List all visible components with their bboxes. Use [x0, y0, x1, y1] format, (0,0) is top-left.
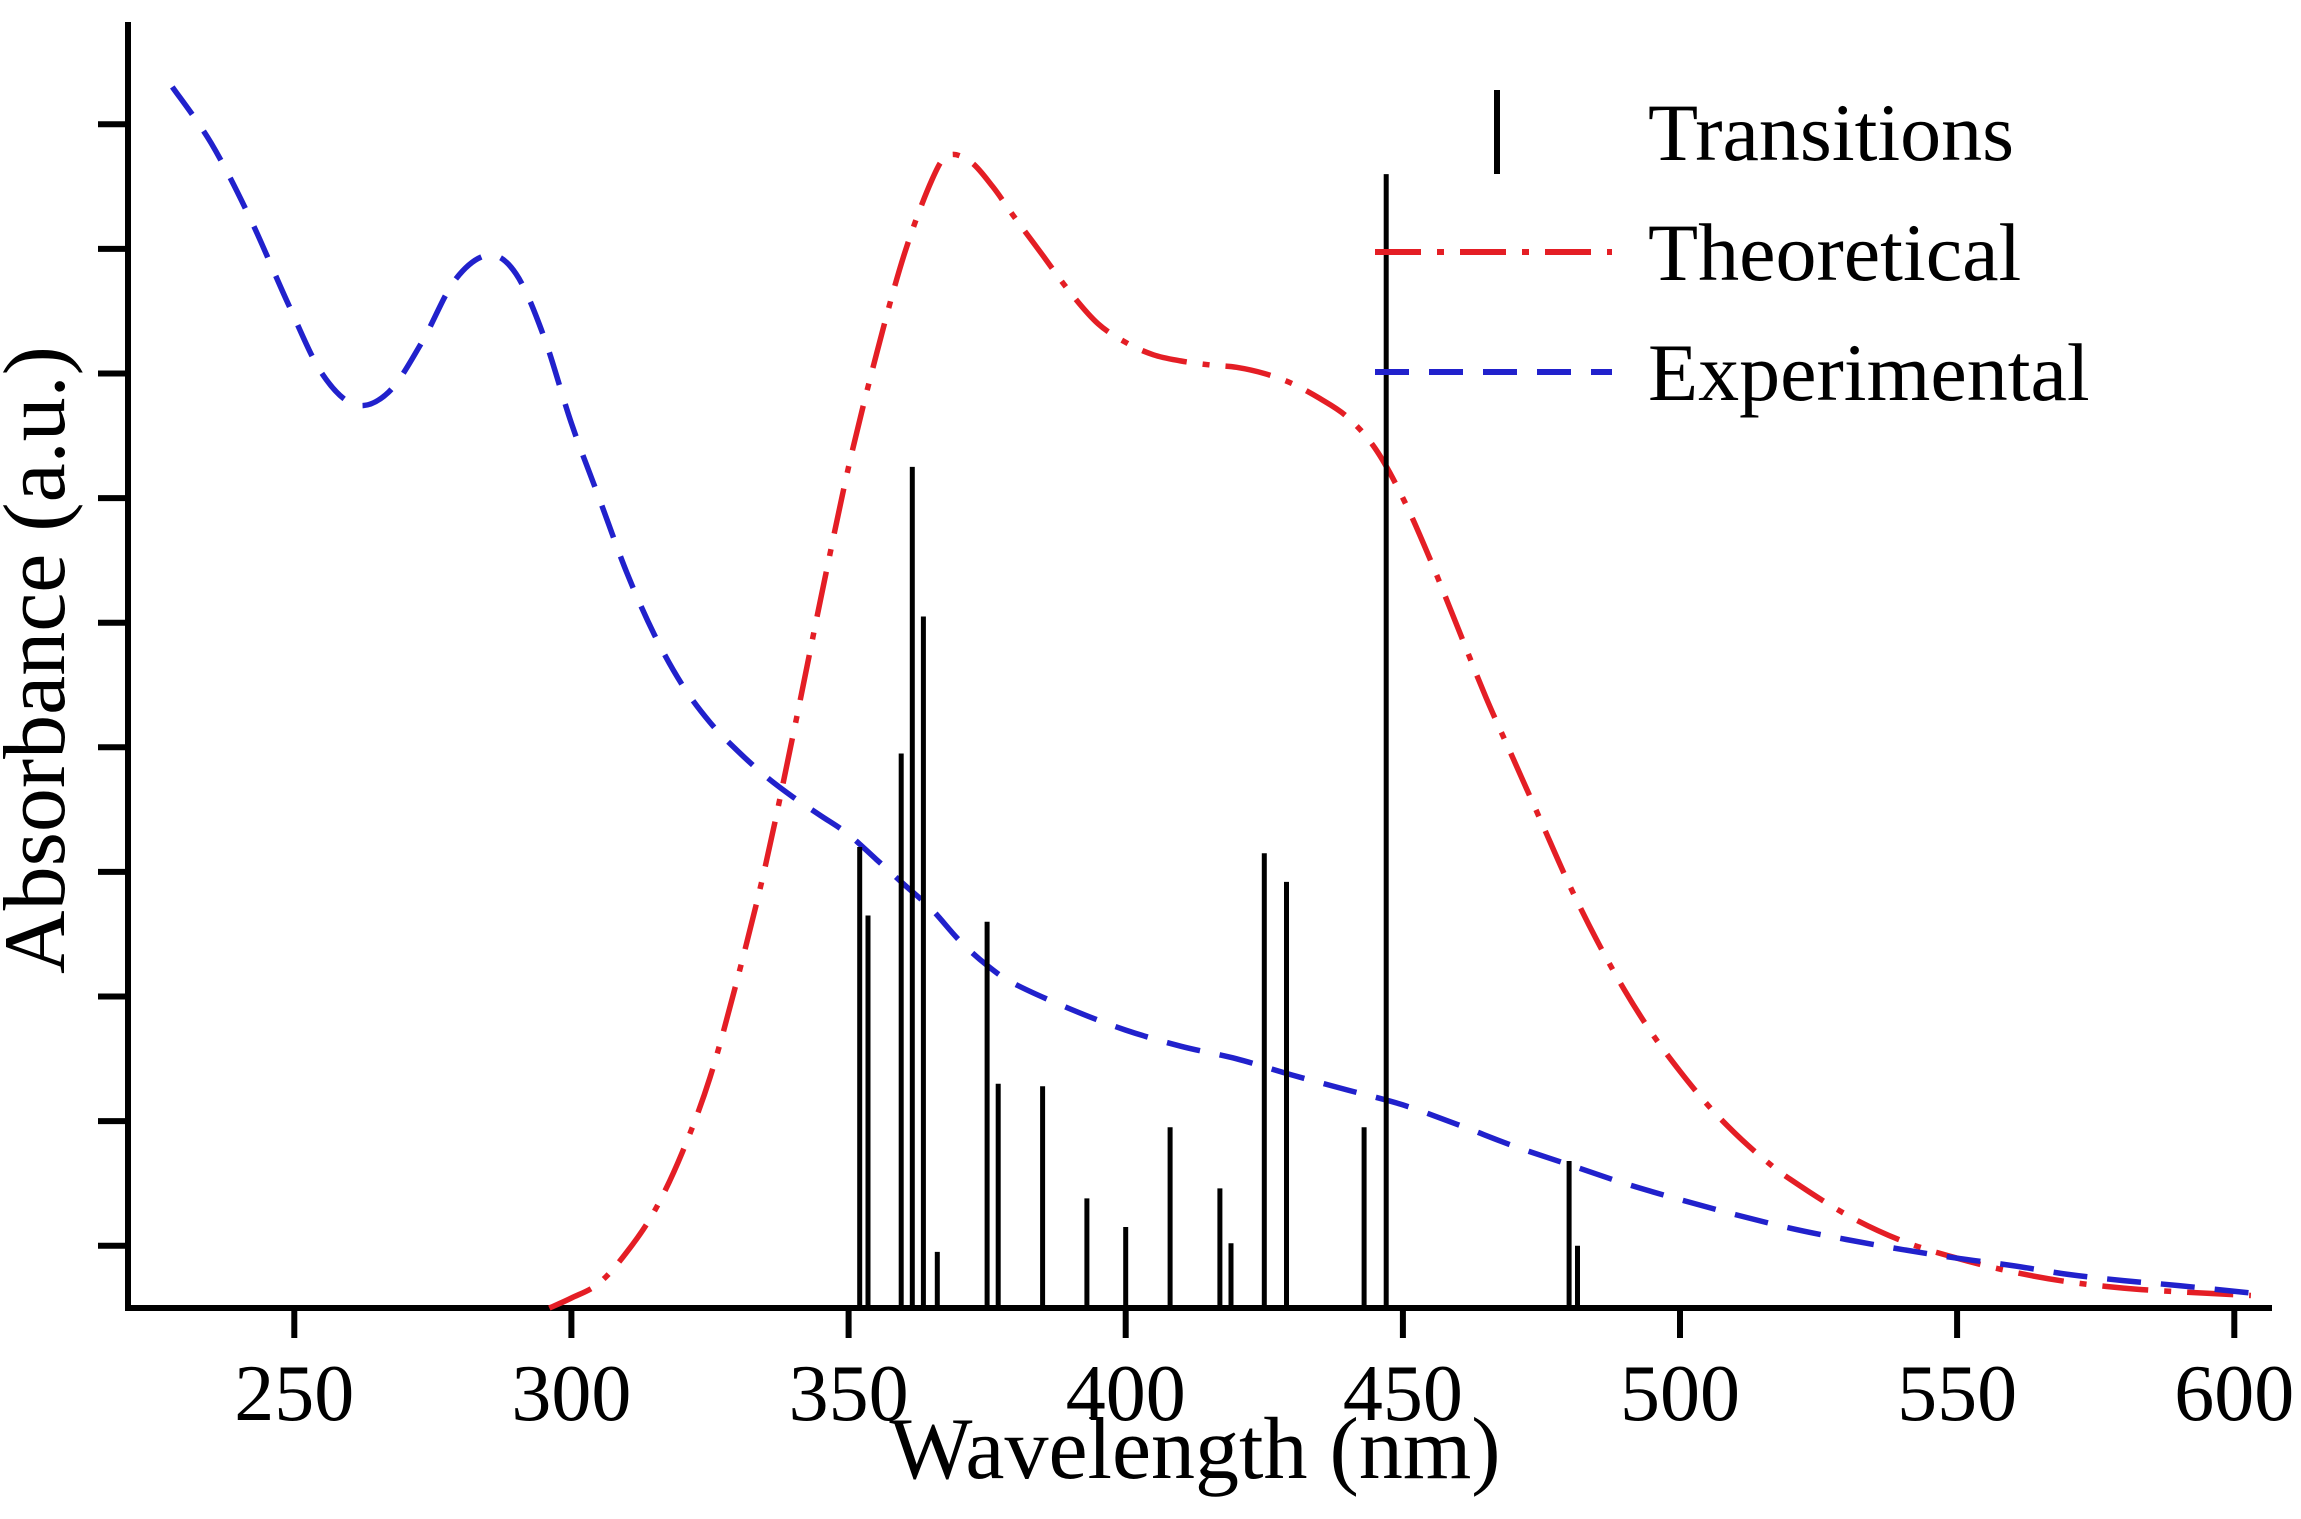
legend: Transitions Theoretical Experimental: [1375, 87, 2090, 418]
x-tick-label: 600: [2174, 1350, 2294, 1438]
series-theoretical-line: [548, 151, 2252, 1311]
legend-label-experimental: Experimental: [1648, 327, 2090, 418]
x-tick-label: 450: [1343, 1350, 1463, 1438]
y-axis-label: Absorbance (a.u.): [0, 346, 84, 974]
legend-samples: [1375, 90, 1612, 375]
series-transitions-sticks: [857, 174, 1580, 1306]
x-axis-label: Wavelength (nm): [889, 1401, 1500, 1498]
chart-layer: 250 300 350 400 450 500 550 600: [98, 22, 2294, 1438]
x-tick-label: 550: [1897, 1350, 2017, 1438]
x-tick-label: 350: [789, 1350, 909, 1438]
x-tick-label: 500: [1620, 1350, 1740, 1438]
x-tick-label: 250: [234, 1350, 354, 1438]
legend-label-transitions: Transitions: [1648, 87, 2014, 178]
x-tick-label: 300: [511, 1350, 631, 1438]
x-tick-label: 400: [1066, 1350, 1186, 1438]
legend-label-theoretical: Theoretical: [1648, 207, 2021, 298]
